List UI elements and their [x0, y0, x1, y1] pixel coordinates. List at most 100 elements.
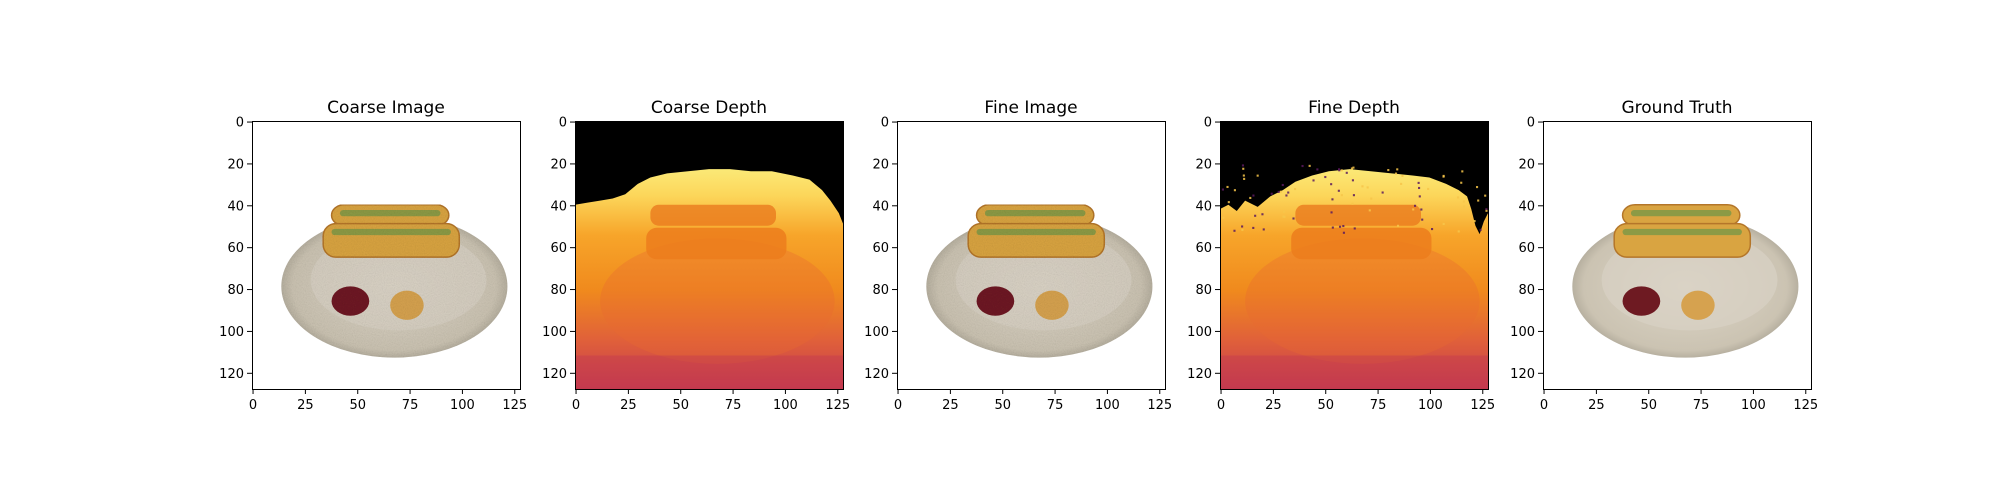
hotdog-relish-1 [1630, 209, 1732, 217]
hotdog-bun-2 [322, 222, 461, 258]
x-tick-label: 125 [825, 398, 850, 413]
x-tick-label: 75 [1047, 398, 1064, 413]
depth-noise-speck [1352, 194, 1355, 197]
y-tick-label: 40 [550, 199, 567, 214]
y-tick-label: 120 [1510, 367, 1535, 382]
depth-noise-speck [1331, 198, 1334, 201]
depth-surface [1220, 169, 1488, 389]
depth-noise-speck [1342, 224, 1345, 228]
y-tick-label: 0 [1204, 116, 1212, 131]
depth-noise-speck [1226, 185, 1229, 189]
depth-noise-speck [1337, 189, 1340, 192]
depth-hotdog-1 [1295, 204, 1421, 226]
x-tick-label: 125 [1470, 398, 1495, 413]
x-tick-label: 100 [1095, 398, 1120, 413]
depth-noise-speck [1342, 231, 1345, 234]
depth-noise-speck [1485, 208, 1488, 211]
depth-noise-speck [1252, 226, 1255, 229]
hotdog-relish-1 [339, 209, 441, 217]
axes-frame [897, 121, 1166, 390]
y-tick-label: 20 [1195, 157, 1212, 172]
x-tick-label: 25 [620, 398, 637, 413]
depth-noise-speck [1396, 224, 1400, 227]
depth-noise-speck [1412, 208, 1415, 211]
depth-noise-speck [1233, 189, 1236, 192]
depth-noise-speck [1477, 199, 1480, 202]
x-tick-label: 25 [1588, 398, 1605, 413]
depth-noise-speck [1387, 169, 1390, 172]
depth-noise-speck [1368, 209, 1371, 212]
x-tick-label: 125 [1147, 398, 1172, 413]
x-tick-label: 50 [994, 398, 1011, 413]
depth-noise-speck [1381, 191, 1384, 194]
x-tick-label: 25 [1265, 398, 1282, 413]
depth-noise-speck [1340, 194, 1343, 197]
hotdog-relish-2 [1622, 228, 1742, 236]
x-tick-label: 50 [1317, 398, 1334, 413]
depth-near-band [575, 355, 843, 389]
depth-noise-speck [1427, 187, 1430, 191]
hotdog-relish-2 [976, 228, 1096, 236]
depth-noise-speck [1282, 215, 1285, 218]
y-tick-label: 40 [872, 199, 889, 214]
depth-noise-speck [1256, 174, 1259, 177]
depth-noise-speck [1366, 186, 1369, 189]
depth-noise-speck [1242, 174, 1245, 177]
depth-noise-speck [1479, 228, 1482, 231]
y-tick-label: 120 [1187, 367, 1212, 382]
x-tick-label: 75 [1370, 398, 1387, 413]
x-tick-label: 75 [402, 398, 419, 413]
axes-frame [1220, 121, 1489, 390]
depth-noise-speck [1417, 181, 1420, 184]
axes-frame [252, 121, 521, 390]
x-tick-label: 50 [349, 398, 366, 413]
y-tick-label: 100 [864, 325, 889, 340]
depth-noise-speck [1252, 194, 1255, 197]
depth-noise-speck [1351, 202, 1354, 205]
panel-4: Fine Depth 0 25 50 75 100 125 0 20 40 60 80 100 120 [1187, 98, 1495, 413]
depth-noise-speck [1401, 174, 1404, 177]
depth-noise-speck [1227, 201, 1230, 204]
depth-noise-speck [1442, 175, 1445, 178]
depth-noise-speck [1418, 186, 1421, 190]
y-tick-label: 80 [872, 283, 889, 298]
depth-noise-speck [1430, 227, 1434, 231]
y-tick-label: 60 [1195, 241, 1212, 256]
depth-noise-speck [1460, 181, 1463, 184]
depth-noise-speck [1221, 188, 1224, 191]
y-tick-label: 80 [550, 283, 567, 298]
panel-5: Ground Truth 0 25 50 75 100 125 0 20 40 60 80 100 120 [1510, 98, 1818, 413]
x-tick-label: 0 [572, 398, 580, 413]
panel-title: Fine Depth [1308, 98, 1400, 118]
x-tick-label: 0 [1217, 398, 1225, 413]
y-tick-label: 0 [881, 116, 889, 131]
x-tick-label: 0 [249, 398, 257, 413]
depth-noise-speck [1254, 214, 1257, 217]
y-tick-label: 60 [872, 241, 889, 256]
y-tick-label: 100 [219, 325, 244, 340]
depth-noise-speck [1283, 210, 1286, 213]
x-tick-label: 100 [450, 398, 475, 413]
depth-noise-speck [1331, 226, 1334, 229]
panel-3: Fine Image 0 25 50 75 100 125 0 20 40 60 80 100 120 [864, 98, 1172, 413]
depth-noise-speck [1394, 172, 1398, 175]
depth-noise-speck [1461, 170, 1464, 173]
depth-noise-speck [1324, 175, 1327, 179]
x-tick-label: 125 [502, 398, 527, 413]
x-tick-label: 50 [672, 398, 689, 413]
y-tick-label: 40 [1518, 199, 1535, 214]
y-tick-label: 80 [1195, 283, 1212, 298]
depth-noise-speck [1340, 169, 1343, 172]
hotdog-bun-2 [1613, 222, 1752, 258]
depth-noise-speck [1242, 167, 1245, 170]
hotdog-relish-1 [984, 209, 1086, 217]
depth-noise-speck [1361, 185, 1364, 188]
depth-plate [1245, 238, 1480, 364]
x-tick-label: 25 [942, 398, 959, 413]
hotdog-bun-2 [967, 222, 1106, 258]
x-tick-label: 100 [773, 398, 798, 413]
depth-noise-speck [1338, 225, 1342, 228]
depth-noise-speck [1485, 209, 1488, 212]
x-tick-label: 75 [1693, 398, 1710, 413]
y-tick-label: 120 [542, 367, 567, 382]
